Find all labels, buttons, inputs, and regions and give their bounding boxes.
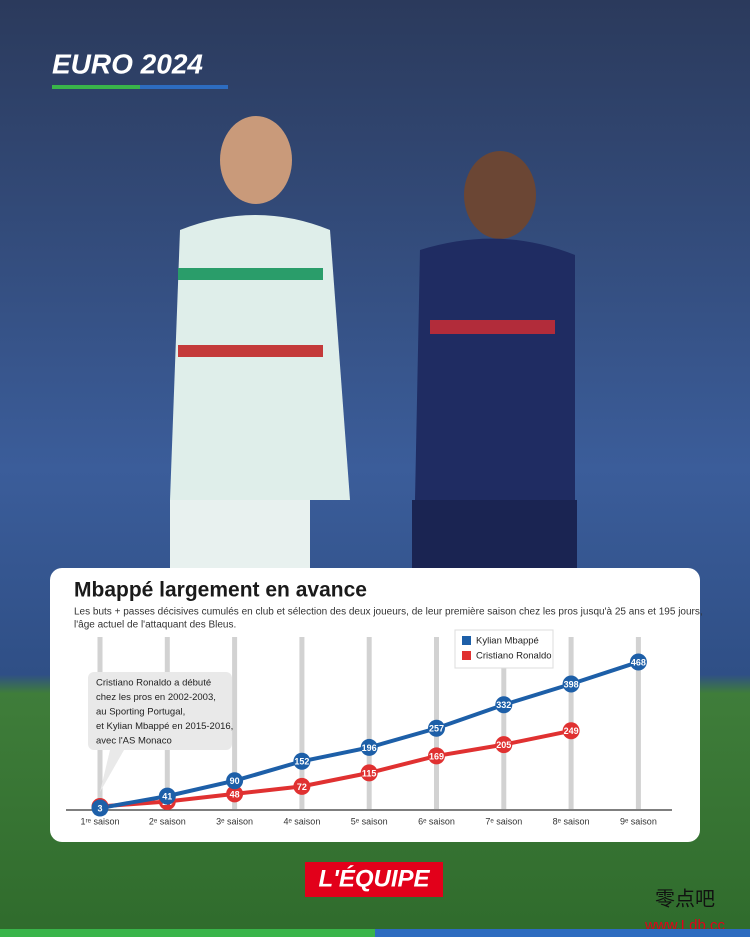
logo: L'ÉQUIPE <box>318 864 430 892</box>
annotation-text: chez les pros en 2002-2003, <box>96 692 216 703</box>
data-label: 3 <box>97 803 102 813</box>
data-point <box>293 777 311 795</box>
series-line <box>99 728 572 809</box>
bottom-stripe <box>0 929 375 937</box>
annotation-text: Cristiano Ronaldo a débuté <box>96 678 211 689</box>
data-label: 205 <box>496 740 511 750</box>
data-label: 257 <box>429 724 444 734</box>
data-point <box>428 719 445 737</box>
player-ronaldo <box>170 116 350 570</box>
legend-label: Kylian Mbappé <box>476 636 539 647</box>
plot: 1ʳᵉ saison 2ᵉ saison 3ᵉ saison 4ᵉ saison 5ᵉ … <box>66 629 672 826</box>
category-guide <box>635 637 641 809</box>
data-label: 90 <box>230 776 240 786</box>
data-point <box>293 752 311 770</box>
data-label: 48 <box>230 789 240 799</box>
x-tick-label: 9ᵉ saison <box>620 816 657 826</box>
x-tick-label: 4ᵉ saison <box>283 816 320 826</box>
data-point <box>226 785 244 803</box>
category-guide <box>232 637 238 809</box>
data-label: 398 <box>564 679 579 689</box>
data-point <box>360 764 378 782</box>
annotation-box <box>88 672 232 750</box>
chart-subtitle: l'âge actuel de l'attaquant des Bleus. <box>74 620 236 631</box>
data-point <box>158 787 176 805</box>
data-point <box>428 747 445 765</box>
data-point <box>562 675 580 693</box>
x-tick-label: 8ᵉ saison <box>553 816 590 826</box>
legend-swatch <box>462 651 471 660</box>
x-tick-label: 3ᵉ saison <box>216 816 253 826</box>
data-label: 196 <box>362 743 377 753</box>
logo-box <box>305 862 443 897</box>
x-tick-label: 1ʳᵉ saison <box>80 816 119 826</box>
annotation-text: et Kylian Mbappé en 2015-2016, <box>96 721 233 732</box>
data-point <box>562 722 580 740</box>
data-label: 152 <box>294 757 309 767</box>
data-point <box>91 799 109 817</box>
data-point <box>226 772 244 790</box>
watermark: 零点吧 <box>655 887 715 910</box>
x-tick-label: 5ᵉ saison <box>351 816 388 826</box>
player-mbappe <box>412 151 577 570</box>
x-tick-label: 7ᵉ saison <box>485 816 522 826</box>
category-guide <box>501 637 507 809</box>
chart-title: Mbappé largement en avance <box>74 579 367 602</box>
data-label: 169 <box>429 751 444 761</box>
x-tick-label: 2ᵉ saison <box>149 816 186 826</box>
annotation-text: au Sporting Portugal, <box>96 707 185 718</box>
data-label: 72 <box>297 782 307 792</box>
bottom-stripe <box>375 929 750 937</box>
data-point <box>495 696 513 714</box>
legend-swatch <box>462 636 471 645</box>
badge-underline <box>140 85 228 89</box>
badge-underline <box>52 85 140 89</box>
x-tick-label: 6ᵉ saison <box>418 816 455 826</box>
badge: EURO 2024 <box>52 48 203 79</box>
data-label: 468 <box>631 657 646 667</box>
legend-label: Cristiano Ronaldo <box>476 651 552 662</box>
data-point <box>360 738 378 756</box>
data-label: 115 <box>362 768 377 778</box>
category-guide <box>299 637 305 809</box>
category-guide <box>366 637 372 809</box>
annotation-pointer <box>100 750 124 792</box>
chart-subtitle: Les buts + passes décisives cumulés en c… <box>74 607 703 618</box>
data-point <box>629 653 647 671</box>
annotation-text: avec l'AS Monaco <box>96 736 172 747</box>
data-label: 332 <box>496 700 511 710</box>
data-point <box>495 736 513 754</box>
legend-box <box>454 629 554 669</box>
data-label: 249 <box>564 726 579 736</box>
data-label: 41 <box>162 791 172 801</box>
